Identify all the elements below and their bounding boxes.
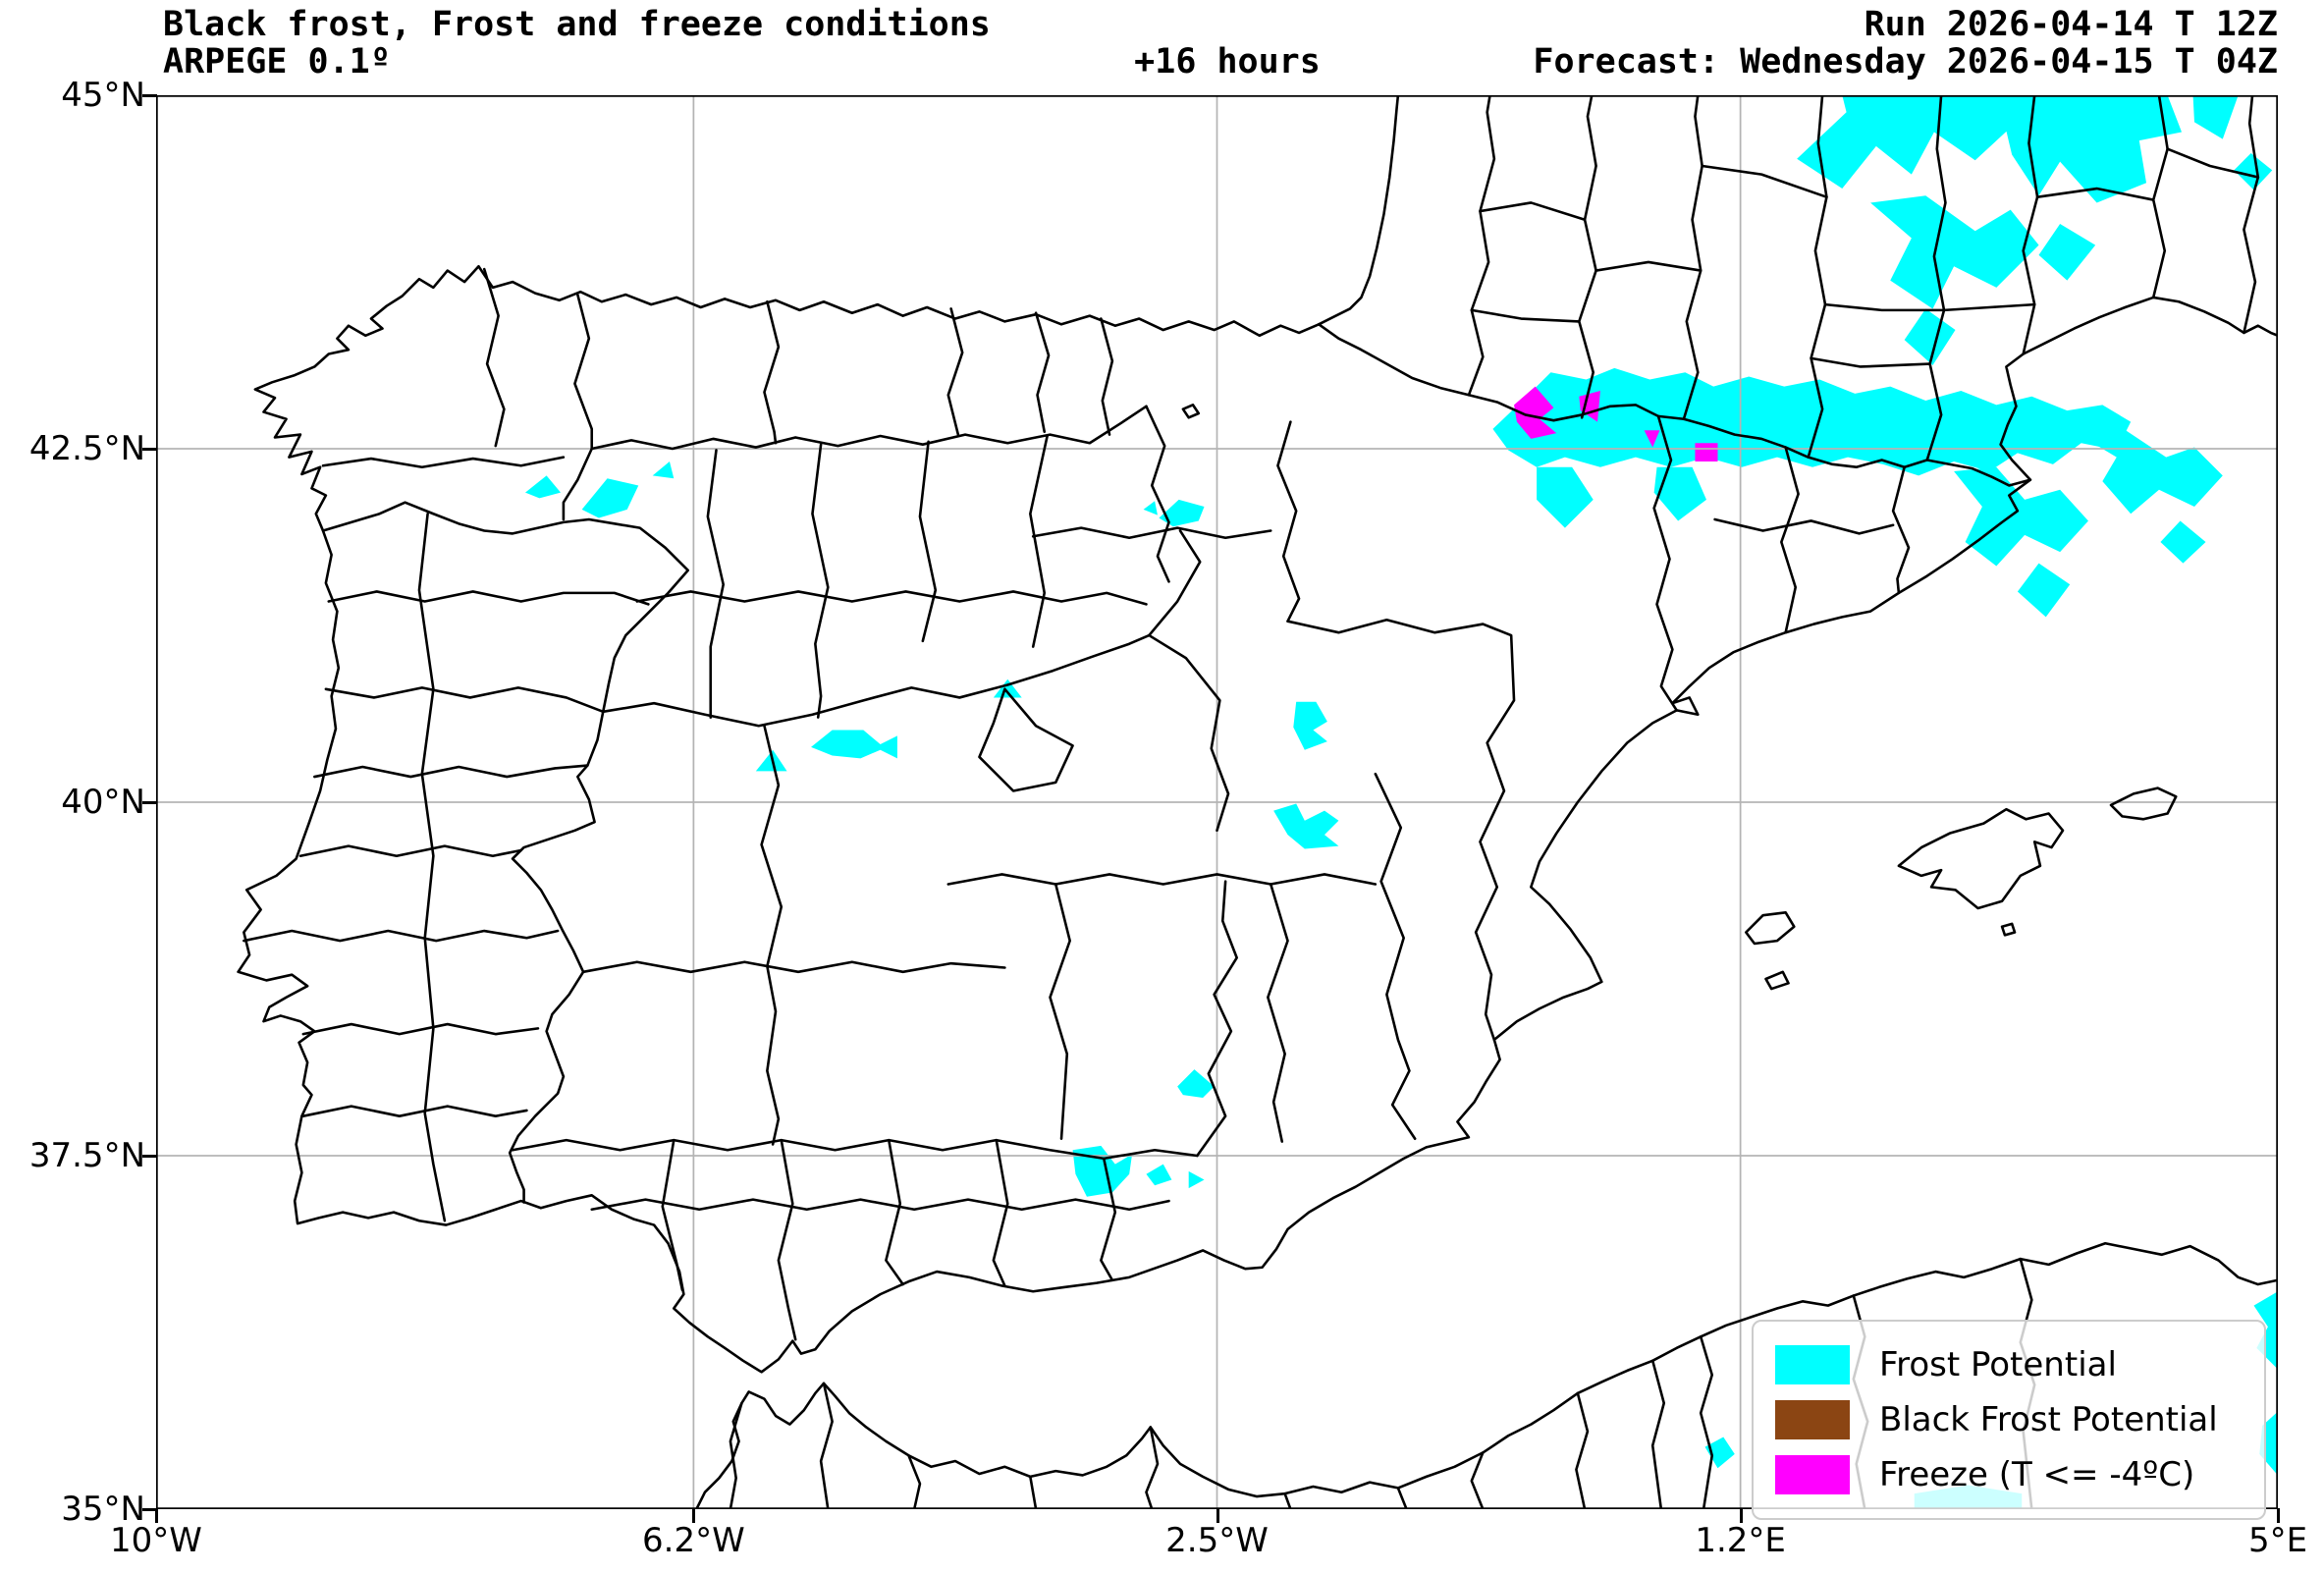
freeze-area — [1514, 386, 1557, 439]
graticule-gridlines — [156, 95, 2278, 1509]
x-tick-label-0: 10°W — [110, 1521, 202, 1560]
legend-label: Freeze (T <= -4ºC) — [1879, 1455, 2195, 1494]
balearic-islands — [1745, 786, 2178, 991]
x-tick-mark — [1216, 1508, 1219, 1523]
map-plot-area: Frost Potential Black Frost Potential Free… — [156, 95, 2278, 1520]
frost-potential-area — [993, 678, 1022, 698]
boundary-lines — [237, 95, 2278, 1509]
forecast-label: Forecast: Wednesday 2026-04-15 T 04Z — [1533, 42, 2278, 81]
mallorca-island — [1897, 807, 2065, 910]
y-tick-mark — [142, 94, 157, 97]
pyrenees-border — [1317, 322, 2032, 487]
freeze-area — [1644, 430, 1660, 448]
africa-coastline — [695, 1241, 2278, 1509]
map-svg — [156, 95, 2278, 1509]
legend-swatch-icon — [1775, 1400, 1850, 1439]
frost-potential-area — [2234, 153, 2273, 190]
x-tick-mark — [155, 1508, 158, 1523]
frost-potential-area — [1159, 499, 1205, 527]
run-label: Run 2026-04-14 T 12Z — [1864, 5, 2278, 44]
spain-internal-borders — [321, 267, 1911, 1341]
frost-potential-area — [1143, 501, 1158, 515]
freeze-area — [1579, 390, 1600, 422]
frost-potential-area — [581, 478, 639, 518]
legend-item-0: Frost Potential — [1775, 1341, 2243, 1388]
figure-title: Black frost, Frost and freeze conditions — [163, 5, 991, 44]
freeze-layer — [1514, 386, 1718, 461]
frost-potential-area — [1954, 466, 2088, 567]
y-tick-mark — [142, 1508, 157, 1511]
portugal-internal-borders — [243, 512, 650, 1222]
x-tick-label-3: 1.2°E — [1695, 1521, 1786, 1560]
y-tick-label-4: 35°N — [61, 1490, 145, 1529]
frost-potential-area — [1188, 1170, 1205, 1189]
legend-item-1: Black Frost Potential — [1775, 1396, 2243, 1443]
frost-potential-area — [1537, 466, 1594, 528]
france-internal-borders — [1467, 95, 2260, 461]
y-tick-mark — [142, 448, 157, 451]
x-tick-label-1: 6.2°W — [642, 1521, 745, 1560]
frost-potential-area — [1797, 95, 2013, 190]
x-tick-label-2: 2.5°W — [1165, 1521, 1269, 1560]
frost-potential-area — [811, 730, 897, 759]
legend-label: Frost Potential — [1879, 1345, 2117, 1384]
y-tick-mark — [142, 801, 157, 804]
france-atlantic-coastline — [1317, 95, 1400, 326]
cabrera-island — [2000, 922, 2017, 937]
frost-potential-area — [525, 475, 562, 499]
y-tick-label-2: 40°N — [61, 783, 145, 822]
frost-potential-area — [2017, 563, 2071, 618]
ibiza-island — [1745, 911, 1796, 946]
model-label: ARPEGE 0.1º — [163, 42, 391, 81]
menorca-island — [2109, 786, 2178, 821]
frost-potential-area — [1177, 1069, 1215, 1098]
frost-potential-area — [1293, 701, 1327, 750]
lead-time-label: +16 hours — [1134, 42, 1321, 81]
legend-swatch-icon — [1775, 1345, 1850, 1384]
frost-potential-area — [1072, 1145, 1133, 1197]
x-tick-mark — [692, 1508, 696, 1523]
frost-potential-area — [2192, 95, 2239, 139]
x-tick-label-4: 5°E — [2247, 1521, 2308, 1560]
x-tick-mark — [2277, 1508, 2280, 1523]
frost-potential-area — [652, 461, 675, 479]
frost-potential-area — [1870, 195, 2039, 309]
frost-potential-area — [1273, 803, 1339, 849]
legend-swatch-icon — [1775, 1455, 1850, 1494]
frost-potential-area — [1904, 308, 1956, 366]
frost-potential-area — [1704, 1437, 1735, 1469]
freeze-area — [1695, 443, 1718, 461]
formentera-island — [1764, 970, 1790, 991]
iberia-coastline — [237, 264, 2278, 1374]
frost-potential-area — [2038, 224, 2096, 281]
frost-potential-area — [2160, 520, 2206, 564]
frost-potential-area — [1146, 1164, 1172, 1186]
y-tick-label-3: 37.5°N — [28, 1136, 145, 1175]
x-tick-mark — [1739, 1508, 1743, 1523]
y-tick-label-1: 42.5°N — [28, 429, 145, 468]
portugal-spain-border — [321, 501, 689, 1204]
y-tick-label-0: 45°N — [61, 76, 145, 115]
frost-potential-area — [1997, 95, 2183, 203]
frost-potential-area — [2081, 428, 2223, 515]
frost-potential-area — [1653, 466, 1706, 521]
legend-label: Black Frost Potential — [1879, 1400, 2218, 1439]
y-tick-mark — [142, 1155, 157, 1158]
legend-item-2: Freeze (T <= -4ºC) — [1775, 1451, 2243, 1498]
legend: Frost Potential Black Frost Potential Free… — [1752, 1320, 2266, 1520]
